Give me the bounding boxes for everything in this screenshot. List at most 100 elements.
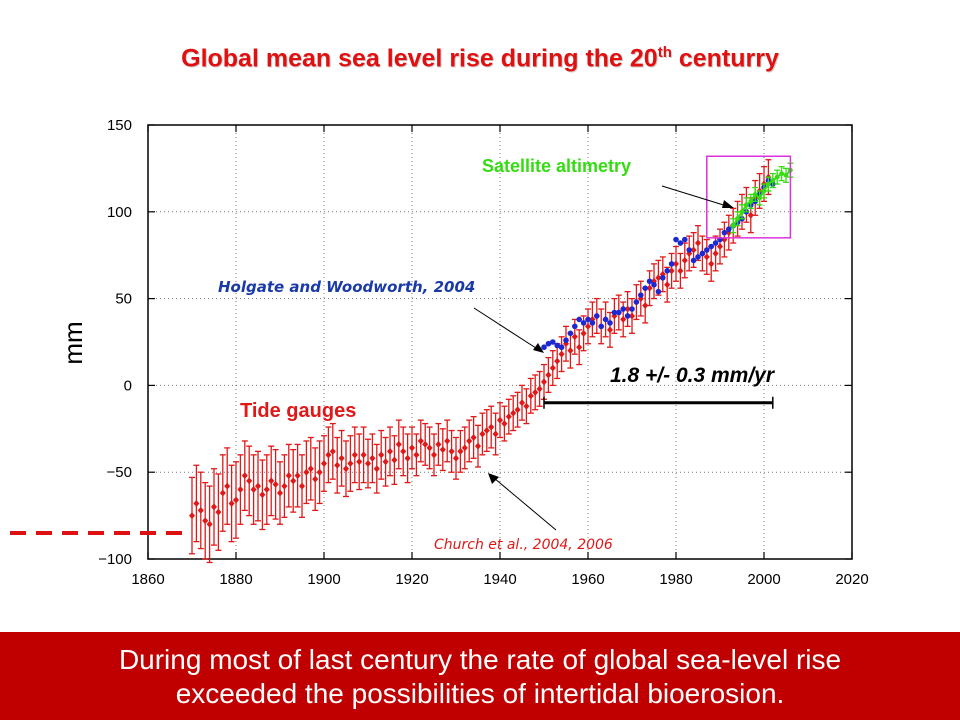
data-point xyxy=(470,433,477,441)
data-point xyxy=(611,309,618,316)
x-tick-label: 1940 xyxy=(483,571,516,588)
data-point xyxy=(197,506,204,514)
data-point xyxy=(589,320,596,326)
y-axis-label: mm xyxy=(58,321,88,364)
data-point xyxy=(624,305,631,313)
data-point xyxy=(690,246,697,254)
data-point xyxy=(580,329,587,337)
data-point xyxy=(642,285,648,291)
x-tick-label: 1980 xyxy=(659,571,692,588)
data-point xyxy=(536,385,543,393)
data-point xyxy=(369,454,376,462)
data-point xyxy=(708,243,714,250)
data-point xyxy=(567,347,574,355)
data-point xyxy=(527,392,534,400)
data-point xyxy=(448,447,455,455)
data-point xyxy=(281,482,288,490)
data-point xyxy=(202,517,209,525)
data-point xyxy=(413,451,420,459)
y-tick-label: 150 xyxy=(107,117,132,134)
data-point xyxy=(572,323,578,330)
data-point xyxy=(325,451,332,459)
data-point xyxy=(576,343,583,351)
data-point xyxy=(268,477,275,485)
data-point xyxy=(439,446,446,454)
data-point xyxy=(585,316,591,323)
data-point xyxy=(255,482,261,490)
data-point xyxy=(409,444,415,452)
data-point xyxy=(219,489,226,497)
data-point xyxy=(598,323,604,330)
data-point xyxy=(206,520,213,528)
data-point xyxy=(717,243,723,251)
data-point xyxy=(488,423,495,431)
grid-lines xyxy=(148,125,852,559)
data-point xyxy=(492,430,499,438)
data-point xyxy=(549,364,556,372)
data-point xyxy=(620,306,626,312)
series-tide-gauges xyxy=(189,159,772,564)
data-point xyxy=(466,437,473,445)
data-point xyxy=(607,320,613,326)
data-point xyxy=(655,288,662,295)
data-point xyxy=(444,437,451,445)
footer-line-1: During most of last century the rate of … xyxy=(118,644,842,675)
data-point xyxy=(668,261,675,267)
data-point xyxy=(594,313,600,319)
y-tick-label: −100 xyxy=(98,551,132,568)
data-point xyxy=(307,465,314,473)
data-point xyxy=(712,240,719,246)
x-tick-label: 1900 xyxy=(307,571,340,588)
data-point xyxy=(629,306,635,312)
data-point xyxy=(686,247,692,253)
data-point xyxy=(343,465,349,473)
holgate-woodworth-label: Holgate and Woodworth, 2004 xyxy=(218,278,475,296)
data-point xyxy=(545,371,552,379)
satellite-arrow-line xyxy=(661,185,731,208)
data-point xyxy=(277,489,283,497)
data-point xyxy=(417,437,424,445)
data-point xyxy=(215,508,222,516)
data-point xyxy=(334,461,341,469)
axes: 1860 1880 1900 1920 1940 1960 1980 2000 2020 150 1… xyxy=(98,117,868,588)
data-point xyxy=(721,229,728,236)
y-tick-label: −50 xyxy=(107,464,132,481)
data-point xyxy=(404,454,411,462)
data-point xyxy=(558,350,565,358)
data-point xyxy=(347,460,354,468)
data-point xyxy=(664,268,670,274)
data-point xyxy=(497,416,503,424)
data-point xyxy=(695,239,701,247)
data-point xyxy=(510,409,517,417)
data-point xyxy=(461,444,468,452)
data-point xyxy=(189,512,195,520)
sea-level-chart: 1860 1880 1900 1920 1940 1960 1980 2000 2020 150 1… xyxy=(10,117,869,588)
data-point xyxy=(400,447,407,455)
data-point xyxy=(303,468,310,476)
data-point xyxy=(294,472,301,480)
data-point xyxy=(633,299,640,305)
data-point xyxy=(558,344,565,351)
data-point xyxy=(607,326,613,334)
data-point xyxy=(237,486,244,494)
data-point xyxy=(642,302,649,310)
data-point xyxy=(457,447,464,455)
data-point xyxy=(391,456,398,464)
x-tick-label: 1880 xyxy=(219,571,252,588)
data-point xyxy=(541,378,547,386)
rate-label: 1.8 +/- 0.3 mm/yr xyxy=(610,364,776,387)
data-point xyxy=(585,322,591,330)
data-point xyxy=(550,339,556,345)
data-point xyxy=(422,440,429,448)
data-point xyxy=(620,315,627,323)
data-point xyxy=(681,256,688,264)
data-point xyxy=(576,316,582,323)
data-point xyxy=(483,427,490,435)
data-point xyxy=(673,260,679,268)
data-point xyxy=(299,482,305,490)
data-point xyxy=(505,413,512,421)
data-point xyxy=(580,320,587,326)
x-tick-label: 2000 xyxy=(747,571,780,588)
data-point xyxy=(571,333,578,341)
x-tick-label: 1860 xyxy=(131,571,164,588)
